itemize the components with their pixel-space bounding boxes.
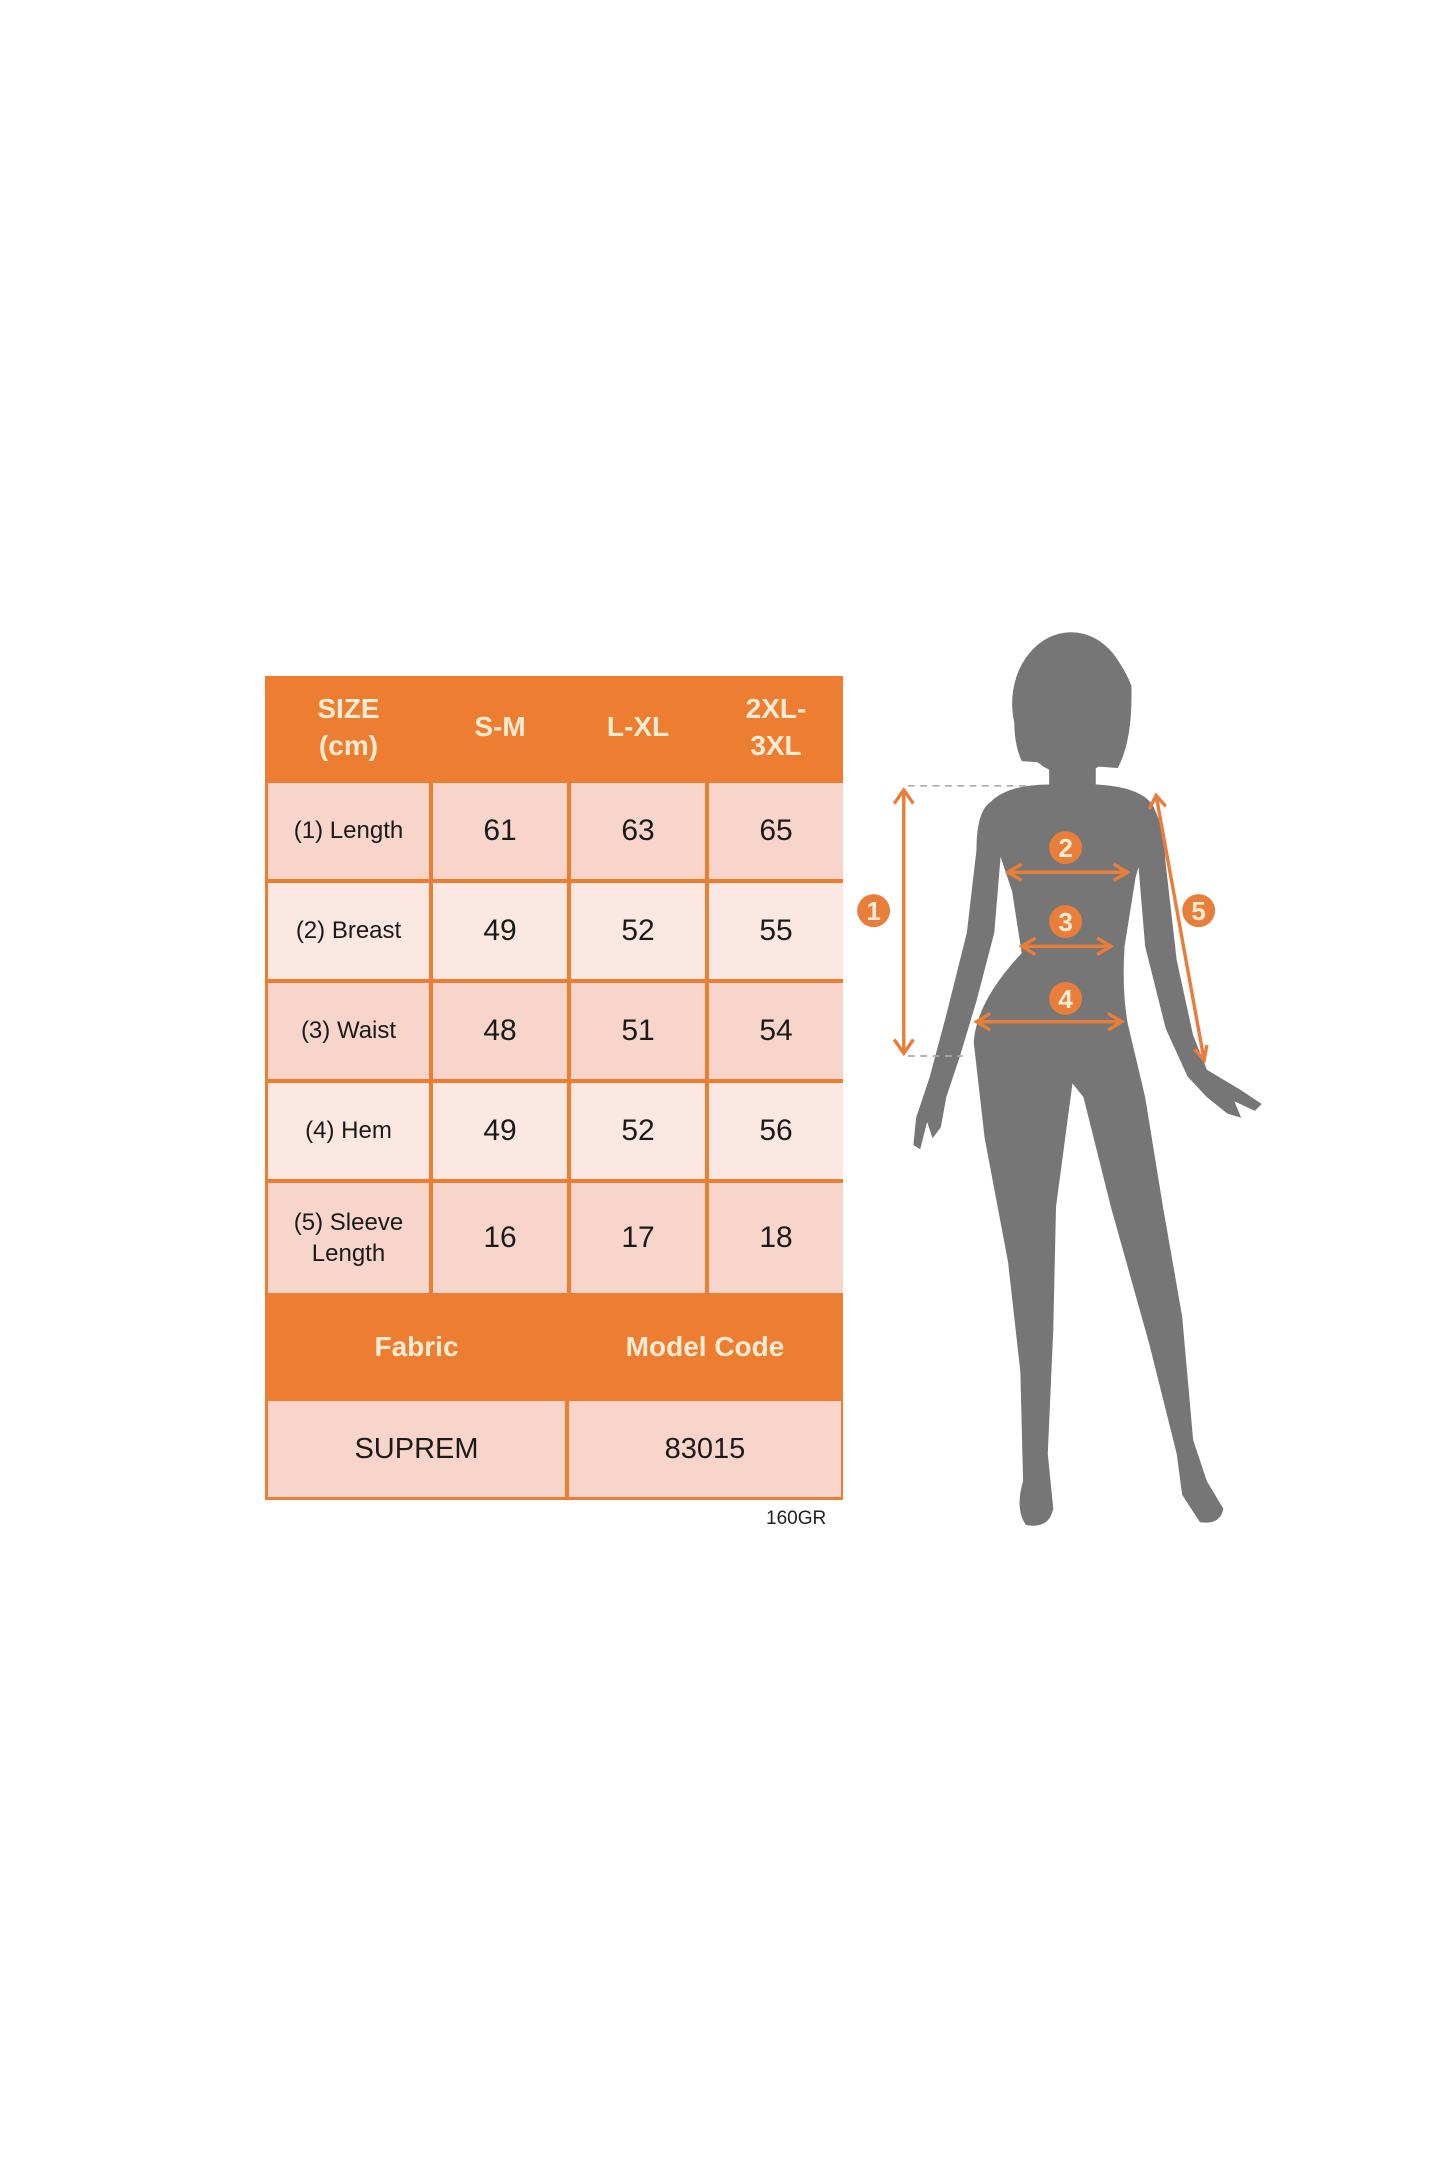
hem-arrow bbox=[973, 1012, 1126, 1032]
breast-arrow bbox=[1004, 862, 1131, 882]
marker-4: 4 bbox=[1049, 981, 1083, 1015]
fabric-weight-note: 160GR bbox=[766, 1508, 827, 1529]
cell-value: 49 bbox=[433, 1083, 567, 1179]
sleeve-label-line: (5) Sleeve bbox=[293, 1208, 404, 1236]
marker-label: 1 bbox=[866, 896, 881, 926]
cell-value: 16 bbox=[433, 1183, 567, 1293]
right-arm bbox=[1138, 802, 1262, 1118]
row-label-sleeve-length: (5) Sleeve Length bbox=[268, 1183, 429, 1293]
marker-label: 5 bbox=[1191, 896, 1206, 926]
marker-label: 3 bbox=[1058, 907, 1073, 937]
cell-value: 63 bbox=[571, 783, 705, 879]
marker-1: 1 bbox=[857, 894, 891, 928]
measurement-arrows bbox=[892, 785, 1209, 1064]
marker-2: 2 bbox=[1049, 831, 1083, 864]
fabric-value: SUPREM bbox=[268, 1401, 565, 1497]
size-chart-table: SIZE (cm) S-M L-XL 2XL- 3XL (1) Length 61 … bbox=[265, 676, 843, 1500]
left-arm bbox=[913, 802, 1002, 1150]
header-l-xl: L-XL bbox=[606, 711, 670, 743]
header-size-line: SIZE bbox=[317, 693, 380, 725]
sleeve-arrow bbox=[1147, 792, 1209, 1064]
cell-value: 51 bbox=[571, 983, 705, 1079]
length-arrow bbox=[892, 786, 915, 1057]
marker-label: 4 bbox=[1058, 984, 1073, 1014]
marker-label: 2 bbox=[1058, 833, 1073, 863]
header-2xl-3xl: 2XL- 3XL bbox=[709, 676, 843, 779]
header-s-m: S-M bbox=[474, 711, 526, 743]
cell-value: 49 bbox=[433, 883, 567, 979]
cell-value: 48 bbox=[433, 983, 567, 1079]
cell-value: 65 bbox=[709, 783, 843, 879]
fabric-model-table: Fabric Model Code SUPREM 83015 bbox=[268, 1297, 841, 1497]
marker-5: 5 bbox=[1182, 894, 1216, 928]
hair bbox=[1014, 634, 1132, 768]
cell-value: 61 bbox=[433, 783, 567, 879]
header-unit-line: (cm) bbox=[318, 729, 379, 761]
header-2xl-line: 2XL- bbox=[745, 693, 807, 725]
header-model-code: Model Code bbox=[625, 1330, 785, 1362]
cell-value: 17 bbox=[571, 1183, 705, 1293]
measurement-markers: 1 2 3 4 5 bbox=[857, 831, 1216, 1015]
row-label-breast: (2) Breast bbox=[268, 883, 429, 979]
cell-value: 55 bbox=[709, 883, 843, 979]
marker-3: 3 bbox=[1049, 905, 1083, 939]
length-label-line: Length bbox=[311, 1240, 386, 1267]
cell-value: 18 bbox=[709, 1183, 843, 1293]
model-code-value: 83015 bbox=[569, 1401, 841, 1497]
cell-value: 52 bbox=[571, 1083, 705, 1179]
row-label-hem: (4) Hem bbox=[268, 1083, 429, 1179]
header-fabric: Fabric bbox=[374, 1330, 459, 1362]
torso-legs bbox=[973, 784, 1224, 1526]
cell-value: 52 bbox=[571, 883, 705, 979]
row-label-waist: (3) Waist bbox=[268, 983, 429, 1079]
header-3xl-line: 3XL bbox=[750, 729, 802, 761]
row-label-length: (1) Length bbox=[268, 783, 429, 879]
silhouette bbox=[913, 632, 1262, 1526]
waist-arrow bbox=[1018, 936, 1115, 956]
cell-value: 54 bbox=[709, 983, 843, 1079]
cell-value: 56 bbox=[709, 1083, 843, 1179]
header-size: SIZE (cm) bbox=[268, 676, 429, 779]
